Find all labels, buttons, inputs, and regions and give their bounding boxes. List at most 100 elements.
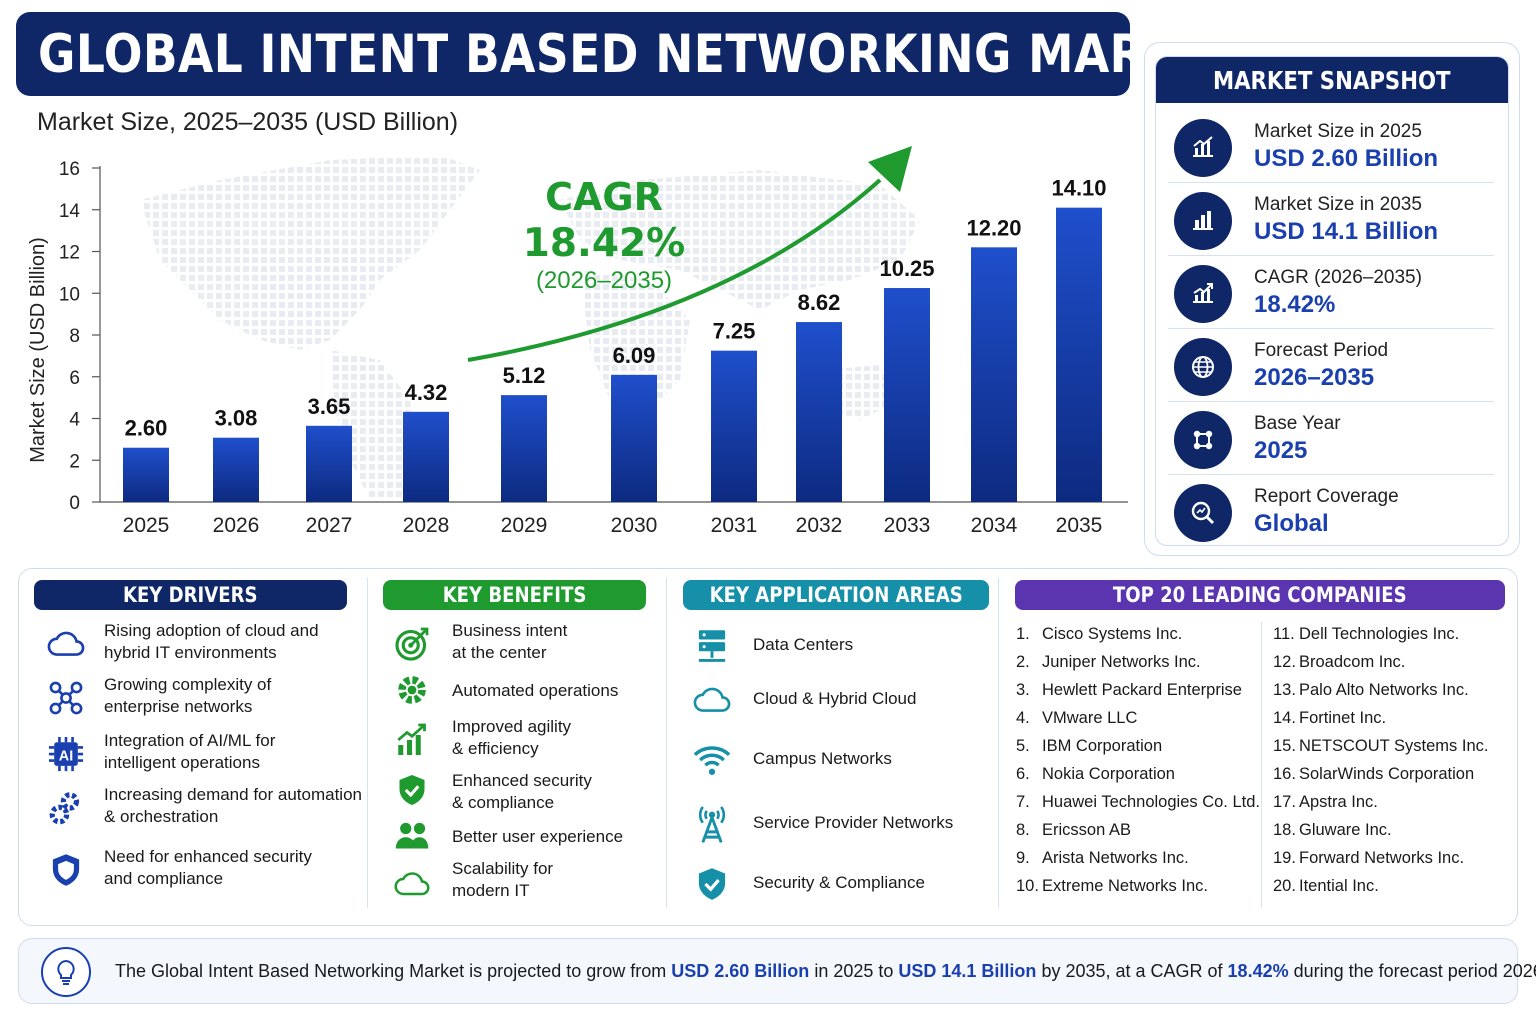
company-name: Dell Technologies Inc. [1299,625,1460,643]
application-label: Security & Compliance [753,873,925,892]
company-rank: 3. [1016,681,1030,699]
company-rank: 10. [1016,877,1039,895]
highlight-2035: USD 14.1 Billion [898,961,1037,981]
driver-line: Integration of AI/ML for [104,731,276,750]
x-tick-label: 2035 [1056,514,1103,537]
company-item: 11. Dell Technologies Inc. [1273,625,1459,644]
value-label: 3.08 [215,406,258,431]
snapshot-label: Base Year [1254,413,1341,434]
bar-chart-icon [1174,192,1232,250]
cagr-period: (2026–2035) [536,267,672,294]
driver-line: hybrid IT environments [104,643,277,662]
driver-text: Increasing demand for automation & orches… [104,784,362,828]
company-name: VMware LLC [1042,709,1138,727]
x-axis: 2025 2026 2027 2028 2029 2030 2031 2032 2033 2034… [123,514,1103,537]
company-item: 18. Gluware Inc. [1273,821,1392,840]
driver-text: Need for enhanced security and compliance [104,846,312,890]
snapshot-item: Market Size in 2025 USD 2.60 Billion [1168,111,1494,183]
snapshot-value: USD 2.60 Billion [1254,145,1439,172]
snapshot-label: Forecast Period [1254,340,1389,361]
driver-text: Rising adoption of cloud and hybrid IT en… [104,620,319,664]
cloud-icon [44,622,88,666]
summary-footer: The Global Intent Based Networking Marke… [18,938,1536,1004]
driver-text: Integration of AI/ML for intelligent oper… [104,730,275,774]
company-item: 19. Forward Networks Inc. [1273,849,1464,868]
x-tick-label: 2034 [971,514,1018,537]
snapshot-item: Report Coverage Global [1168,476,1494,548]
network-nodes-icon [1174,411,1232,469]
value-label: 12.20 [966,215,1021,240]
x-tick-label: 2029 [501,514,548,537]
benefit-line: Business intent [452,621,568,640]
x-tick-label: 2028 [403,514,450,537]
divider [998,578,999,908]
snapshot-value: 2025 [1254,437,1308,464]
y-tick-label: 4 [69,410,80,431]
snapshot-value: 18.42% [1254,291,1336,318]
y-tick-label: 6 [69,368,80,389]
snapshot-value: Global [1254,510,1329,537]
company-rank: 9. [1016,849,1030,867]
gear-icon [390,668,434,712]
x-tick-label: 2032 [796,514,843,537]
benefit-text: Better user experience [452,826,623,848]
shield-check-icon [690,862,734,906]
company-name: Apstra Inc. [1299,793,1378,811]
benefit-line: modern IT [452,881,530,900]
y-tick-label: 12 [59,243,80,264]
info-panel [18,568,1518,926]
company-item: 9. Arista Networks Inc. [1016,849,1189,868]
snapshot-label: Market Size in 2025 [1254,121,1422,142]
company-item: 12. Broadcom Inc. [1273,653,1405,672]
driver-line: Need for enhanced security [104,847,312,866]
snapshot-title: MARKET SNAPSHOT [1213,65,1451,95]
magnifier-icon [1174,484,1232,542]
globe-icon [1174,338,1232,396]
company-name: Ericsson AB [1042,821,1131,839]
benefit-line: Improved agility [452,717,572,736]
y-axis-title: Market Size (USD Billion) [27,237,49,463]
driver-line: enterprise networks [104,697,253,716]
value-label: 10.25 [879,256,934,281]
company-name: Palo Alto Networks Inc. [1299,681,1469,699]
company-item: 5. IBM Corporation [1016,737,1162,756]
company-rank: 1. [1016,625,1030,643]
target-icon [390,622,434,666]
company-rank: 18. [1273,821,1296,839]
driver-line: Rising adoption of cloud and [104,621,319,640]
shield-check-icon [390,768,434,812]
application-label: Data Centers [753,635,854,654]
company-item: 16. SolarWinds Corporation [1273,765,1474,784]
value-label: 14.10 [1051,176,1106,201]
svg-text:AI: AI [59,749,73,765]
company-item: 14. Fortinet Inc. [1273,709,1386,728]
company-name: Cisco Systems Inc. [1042,625,1183,643]
company-name: Broadcom Inc. [1299,653,1406,671]
company-name: Gluware Inc. [1299,821,1392,839]
x-tick-label: 2025 [123,514,170,537]
benefit-line: Better user experience [452,827,624,846]
driver-line: Increasing demand for automation [104,785,362,804]
driver-line: intelligent operations [104,753,260,772]
company-item: 6. Nokia Corporation [1016,765,1175,784]
drivers-header: KEY DRIVERS [34,580,347,610]
company-rank: 13. [1273,681,1296,699]
value-label: 4.32 [405,380,448,405]
company-rank: 20. [1273,877,1296,895]
users-icon [390,814,434,858]
company-name: Huawei Technologies Co. Ltd. [1042,793,1260,811]
application-label: Service Provider Networks [753,813,954,832]
benefit-line: & compliance [452,793,555,812]
company-rank: 14. [1273,709,1296,727]
antenna-icon [690,802,734,846]
y-tick-label: 10 [59,284,80,305]
bar-chart: 0 2 4 6 8 10 12 14 16 2.60 3.08 3.65 4.32 5.12 6.09 7.… [27,146,1128,537]
y-tick-label: 8 [69,326,80,347]
company-name: SolarWinds Corporation [1299,765,1475,783]
bar-2033 [884,288,930,502]
driver-line: and compliance [104,869,224,888]
benefit-line: at the center [452,643,547,662]
trend-up-icon [1174,265,1232,323]
company-rank: 6. [1016,765,1030,783]
x-tick-label: 2027 [306,514,353,537]
